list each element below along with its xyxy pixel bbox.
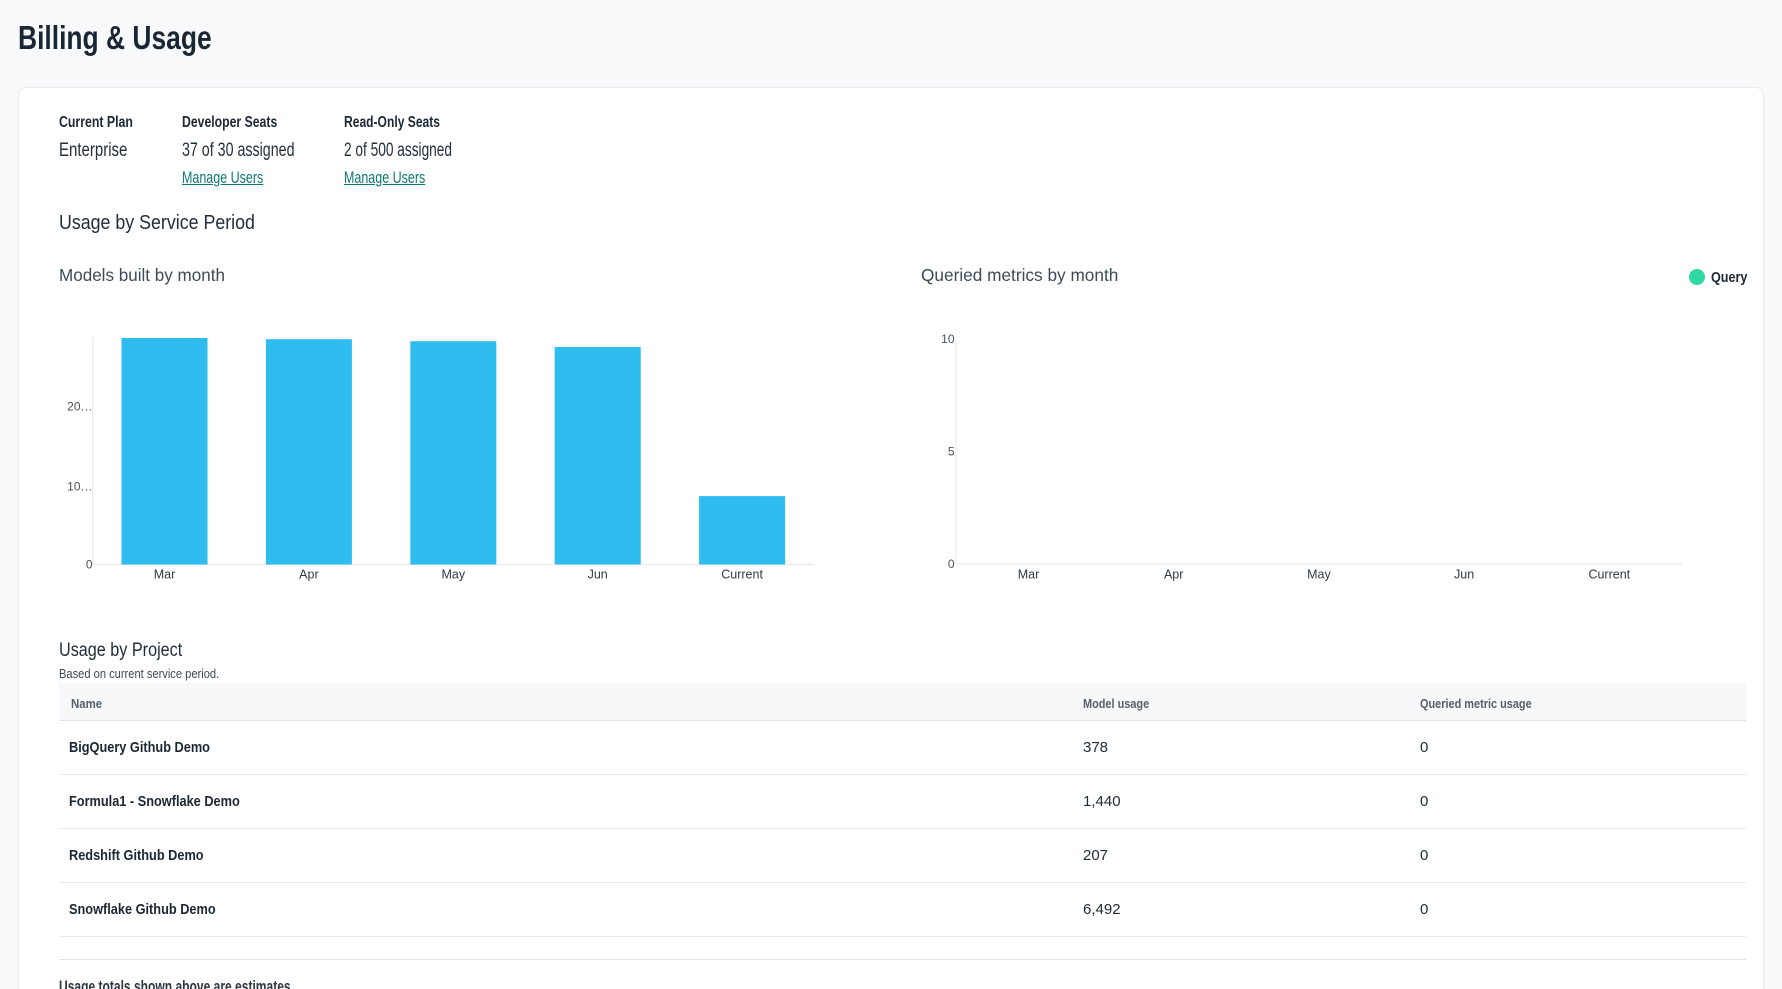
svg-text:0: 0 <box>948 557 955 571</box>
svg-text:Mar: Mar <box>1018 568 1040 582</box>
svg-text:Jun: Jun <box>588 568 608 582</box>
svg-text:Apr: Apr <box>299 568 318 582</box>
svg-text:Jun: Jun <box>1454 568 1474 582</box>
svg-text:Current: Current <box>1588 568 1630 582</box>
svg-text:May: May <box>441 568 465 582</box>
svg-text:10: 10 <box>941 332 955 346</box>
svg-text:20…: 20… <box>67 400 92 414</box>
svg-text:10…: 10… <box>67 479 92 493</box>
svg-text:May: May <box>1307 568 1331 582</box>
svg-text:0: 0 <box>86 558 93 572</box>
svg-text:Mar: Mar <box>154 568 176 582</box>
svg-text:Current: Current <box>721 568 763 582</box>
svg-text:5: 5 <box>948 444 955 458</box>
svg-text:Apr: Apr <box>1164 568 1183 582</box>
